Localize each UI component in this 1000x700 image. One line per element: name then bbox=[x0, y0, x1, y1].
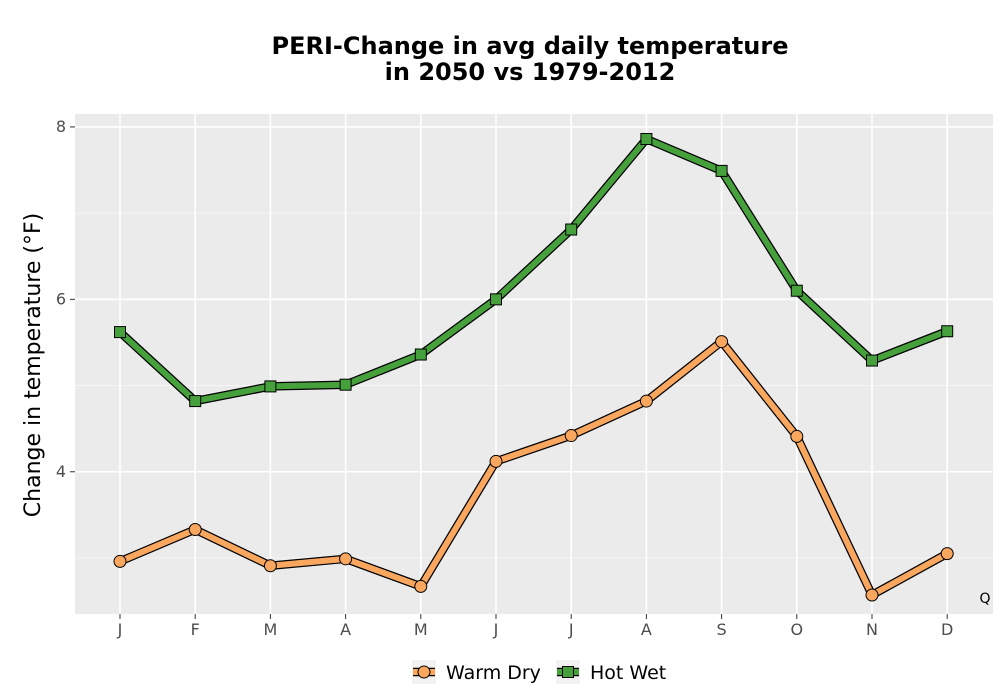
x-tick-label: J bbox=[117, 620, 123, 639]
x-tick-label: M bbox=[263, 620, 277, 639]
data-point-hot-wet bbox=[866, 354, 878, 367]
data-point-warm-dry bbox=[489, 454, 503, 468]
data-point-warm-dry bbox=[339, 552, 353, 566]
data-point-warm-dry bbox=[564, 429, 578, 443]
data-point-hot-wet bbox=[715, 164, 728, 177]
x-tick-label: D bbox=[941, 620, 953, 639]
x-tick-label: N bbox=[866, 620, 878, 639]
x-tick-label: A bbox=[340, 620, 351, 639]
data-point-warm-dry bbox=[639, 394, 653, 408]
legend-marker-warm-dry bbox=[417, 665, 431, 679]
chart-title-line-1: PERI-Change in avg daily temperature bbox=[272, 32, 789, 60]
x-tick-label: J bbox=[493, 620, 499, 639]
data-point-warm-dry bbox=[414, 579, 428, 593]
data-point-hot-wet bbox=[189, 395, 202, 408]
data-point-hot-wet bbox=[640, 133, 653, 145]
data-point-warm-dry bbox=[113, 554, 127, 568]
data-point-hot-wet bbox=[114, 326, 126, 339]
data-point-warm-dry bbox=[790, 429, 804, 443]
data-point-warm-dry bbox=[715, 335, 729, 349]
legend-label-warm-dry: Warm Dry bbox=[446, 662, 541, 684]
series-line-warm-dry bbox=[117, 338, 951, 599]
data-point-warm-dry bbox=[865, 588, 879, 602]
data-point-hot-wet bbox=[565, 223, 578, 236]
data-point-warm-dry bbox=[263, 559, 277, 573]
legend-marker-hot-wet bbox=[562, 666, 574, 678]
y-tick-label: 4 bbox=[56, 462, 66, 481]
data-point-hot-wet bbox=[414, 348, 427, 361]
corner-label: Q bbox=[979, 591, 990, 607]
y-tick-label: 6 bbox=[56, 289, 66, 308]
axes: 4 6 8 J F M A M J J A S O N D bbox=[56, 117, 954, 639]
data-point-hot-wet bbox=[339, 378, 352, 391]
x-tick-label: A bbox=[641, 620, 652, 639]
legend-label-hot-wet: Hot Wet bbox=[590, 662, 666, 684]
x-tick-label: M bbox=[414, 620, 428, 639]
chart-title-line-2: in 2050 vs 1979-2012 bbox=[385, 58, 676, 86]
legend: Warm Dry Hot Wet bbox=[412, 660, 666, 684]
data-point-warm-dry bbox=[188, 523, 202, 537]
x-tick-label: O bbox=[791, 620, 804, 639]
data-point-hot-wet bbox=[941, 325, 954, 338]
y-axis-title: Change in temperature (°F) bbox=[21, 213, 46, 517]
y-tick-label: 8 bbox=[56, 117, 66, 136]
grid-lines bbox=[75, 114, 993, 614]
data-point-hot-wet bbox=[264, 380, 277, 393]
x-tick-label: S bbox=[717, 620, 727, 639]
x-tick-label: J bbox=[568, 620, 574, 639]
series-line-hot-wet bbox=[117, 136, 951, 405]
series-lines bbox=[113, 133, 954, 602]
data-point-hot-wet bbox=[490, 293, 502, 306]
x-tick-label: F bbox=[191, 620, 200, 639]
data-point-hot-wet bbox=[790, 284, 803, 297]
data-point-warm-dry bbox=[940, 547, 954, 561]
